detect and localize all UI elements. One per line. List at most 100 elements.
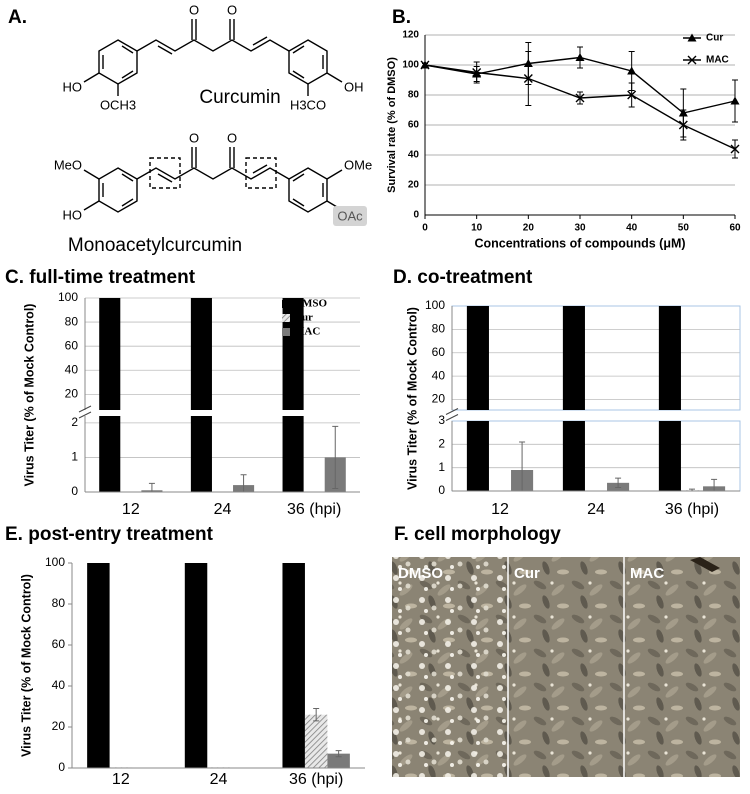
x-tick-label: 24 bbox=[214, 501, 232, 518]
x-tick-label: 0 bbox=[422, 223, 428, 234]
bar bbox=[185, 563, 207, 768]
y-tick-label: 60 bbox=[408, 120, 420, 131]
y-tick-label: 2 bbox=[438, 437, 445, 451]
legend-label: MAC bbox=[294, 326, 320, 338]
micrograph bbox=[508, 557, 624, 777]
atom-label: HO bbox=[63, 79, 83, 94]
series-line bbox=[425, 65, 735, 149]
compound-name: Curcumin bbox=[199, 87, 280, 108]
y-tick-label: 40 bbox=[408, 150, 420, 161]
bar bbox=[563, 306, 585, 410]
legend-label: DMSO bbox=[294, 298, 327, 310]
y-tick-label: 40 bbox=[52, 678, 66, 692]
legend-swatch bbox=[282, 300, 290, 308]
y-tick-label: 3 bbox=[438, 413, 445, 427]
bar bbox=[99, 298, 120, 410]
plot-frame bbox=[452, 421, 740, 491]
panel-label: A. bbox=[8, 7, 27, 28]
y-axis-label: Survival rate (% of DMSO) bbox=[386, 57, 398, 193]
y-axis-label: Virus Titer (% of Mock Control) bbox=[405, 307, 419, 490]
atom-label: MeO bbox=[54, 157, 82, 172]
y-tick-label: 0 bbox=[58, 760, 65, 774]
y-tick-label: 20 bbox=[432, 392, 446, 406]
atom-label: OMe bbox=[344, 157, 372, 172]
atom-label: O bbox=[227, 2, 237, 17]
x-tick-label: 10 bbox=[471, 223, 483, 234]
y-tick-label: 100 bbox=[45, 555, 65, 569]
y-tick-label: 60 bbox=[52, 637, 66, 651]
y-tick-label: 0 bbox=[413, 210, 419, 221]
image-label: MAC bbox=[630, 565, 664, 582]
legend-label: Cur bbox=[294, 312, 313, 324]
y-tick-label: 100 bbox=[402, 60, 419, 71]
bar bbox=[283, 0, 304, 492]
atom-label: OCH3 bbox=[100, 97, 136, 112]
x-tick-label: 40 bbox=[626, 223, 638, 234]
compound-name: Monoacetylcurcumin bbox=[68, 235, 242, 256]
y-tick-label: 80 bbox=[432, 322, 446, 336]
legend-label: MAC bbox=[706, 55, 729, 66]
x-tick-label: 60 bbox=[729, 223, 741, 234]
bars bbox=[87, 563, 350, 768]
y-tick-label: 0 bbox=[438, 483, 445, 497]
x-tick-label: 36 (hpi) bbox=[287, 501, 341, 518]
panel-title: F. cell morphology bbox=[394, 524, 561, 545]
panel-f: F. cell morphology DMSO Cur MAC bbox=[392, 524, 740, 777]
x-tick-label: 30 bbox=[574, 223, 586, 234]
y-tick-label: 1 bbox=[438, 460, 445, 474]
panel-title: C. full-time treatment bbox=[5, 267, 196, 288]
x-tick-label: 24 bbox=[210, 771, 228, 788]
micrograph-overlay bbox=[392, 557, 508, 777]
atom-label: OAc bbox=[337, 208, 363, 223]
atom-label: O bbox=[189, 130, 199, 145]
y-tick-label: 100 bbox=[58, 290, 78, 304]
y-tick-label: 120 bbox=[402, 30, 419, 41]
y-axis-label: Virus Titer (% of Mock Control) bbox=[19, 574, 33, 757]
y-tick-label: 80 bbox=[52, 596, 66, 610]
bar bbox=[282, 563, 304, 768]
y-tick-label: 100 bbox=[425, 298, 445, 312]
panel-title: E. post-entry treatment bbox=[5, 524, 214, 545]
bar bbox=[87, 563, 109, 768]
y-tick-label: 1 bbox=[71, 450, 78, 464]
y-tick-label: 20 bbox=[52, 719, 66, 733]
x-axis-label: Concentrations of compounds (μM) bbox=[474, 236, 685, 250]
bar bbox=[659, 306, 681, 410]
x-tick-label: 24 bbox=[587, 501, 605, 518]
legend-label: Cur bbox=[706, 33, 723, 44]
panel-a: A. O O HO OCH3 OH H3CO Curcumin bbox=[8, 2, 372, 256]
y-tick-label: 60 bbox=[432, 345, 446, 359]
y-tick-label: 40 bbox=[65, 362, 79, 376]
micrograph bbox=[624, 557, 740, 777]
y-tick-label: 40 bbox=[432, 368, 446, 382]
x-tick-label: 12 bbox=[491, 501, 509, 518]
y-tick-label: 80 bbox=[408, 90, 420, 101]
marker bbox=[731, 97, 740, 105]
bar bbox=[467, 306, 489, 410]
y-tick-label: 20 bbox=[65, 387, 79, 401]
bars bbox=[99, 298, 303, 410]
x-tick-label: 36 (hpi) bbox=[289, 771, 343, 788]
image-label: DMSO bbox=[398, 565, 443, 582]
structure-mac: O O MeO HO OMe OAc Monoacetylcurcumin bbox=[54, 130, 372, 256]
atom-label: H3CO bbox=[290, 97, 326, 112]
bar bbox=[305, 715, 327, 768]
y-axis-label: Virus Titer (% of Mock Control) bbox=[22, 304, 36, 487]
y-tick-label: 80 bbox=[65, 314, 79, 328]
y-tick-label: 0 bbox=[71, 484, 78, 498]
x-tick-label: 50 bbox=[678, 223, 690, 234]
x-tick-label: 12 bbox=[112, 771, 130, 788]
marker bbox=[576, 53, 585, 61]
atom-label: OH bbox=[344, 79, 364, 94]
bar bbox=[191, 298, 212, 410]
atom-label: O bbox=[189, 2, 199, 17]
legend-swatch bbox=[282, 328, 290, 336]
panel-title: D. co-treatment bbox=[393, 267, 533, 288]
x-tick-label: 36 (hpi) bbox=[665, 501, 719, 518]
y-tick-label: 20 bbox=[408, 180, 420, 191]
y-tick-label: 2 bbox=[71, 415, 78, 429]
atom-label: HO bbox=[63, 207, 83, 222]
structure-curcumin bbox=[84, 19, 342, 96]
legend-swatch bbox=[282, 314, 290, 322]
